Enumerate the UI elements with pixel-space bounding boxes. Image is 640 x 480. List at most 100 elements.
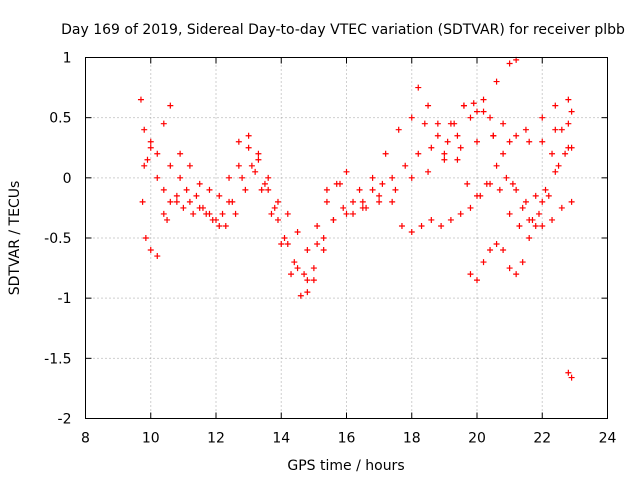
data-point xyxy=(539,198,546,205)
data-point xyxy=(513,271,520,278)
data-point xyxy=(258,186,265,193)
x-tick-label: 12 xyxy=(207,431,225,447)
data-point xyxy=(522,126,529,133)
data-point xyxy=(147,144,154,151)
data-point xyxy=(369,174,376,181)
data-point xyxy=(160,120,167,127)
data-point xyxy=(160,186,167,193)
data-point xyxy=(558,204,565,211)
data-point xyxy=(529,216,536,223)
data-point xyxy=(186,198,193,205)
data-point xyxy=(519,259,526,266)
data-point xyxy=(568,198,575,205)
data-point xyxy=(503,174,510,181)
data-point xyxy=(369,186,376,193)
data-point xyxy=(451,120,458,127)
data-point xyxy=(278,241,285,248)
data-point xyxy=(255,150,262,157)
data-point xyxy=(340,204,347,211)
data-point xyxy=(304,247,311,254)
data-point xyxy=(555,162,562,169)
data-point xyxy=(500,120,507,127)
data-point xyxy=(310,277,317,284)
series-track-4 xyxy=(164,144,572,284)
data-point xyxy=(408,114,415,121)
data-point xyxy=(532,222,539,229)
data-point xyxy=(568,144,575,151)
data-point xyxy=(330,216,337,223)
data-point xyxy=(545,192,552,199)
data-point xyxy=(457,210,464,217)
data-point xyxy=(268,210,275,217)
y-tick-label: -0.5 xyxy=(44,231,71,247)
x-tick-label: 22 xyxy=(533,431,551,447)
data-point xyxy=(301,271,308,278)
data-point xyxy=(519,204,526,211)
data-point xyxy=(281,235,288,241)
data-point xyxy=(447,216,454,223)
data-point xyxy=(428,216,435,223)
data-point xyxy=(425,168,432,175)
data-point xyxy=(265,186,272,193)
data-point xyxy=(487,114,494,121)
data-point xyxy=(457,144,464,151)
data-point xyxy=(226,174,233,181)
data-point xyxy=(496,186,503,193)
data-point xyxy=(379,180,386,187)
chart-title: Day 169 of 2019, Sidereal Day-to-day VTE… xyxy=(61,22,625,38)
data-point xyxy=(516,222,523,229)
data-point xyxy=(226,198,233,205)
data-point xyxy=(493,78,500,85)
data-point xyxy=(141,162,148,169)
y-tick-label: 1 xyxy=(63,51,72,67)
data-point xyxy=(568,108,575,115)
data-point xyxy=(291,259,298,266)
data-point xyxy=(382,150,389,157)
data-point xyxy=(425,102,432,109)
data-point xyxy=(441,156,448,163)
data-point xyxy=(487,247,494,254)
data-point xyxy=(173,192,180,199)
data-point xyxy=(186,162,193,169)
y-tick-labels: -2 -1.5 -1 -0.5 0 0.5 1 xyxy=(44,51,71,428)
data-point xyxy=(147,138,154,145)
data-point xyxy=(164,216,171,223)
data-point xyxy=(418,222,425,229)
data-point xyxy=(532,192,539,199)
data-point xyxy=(248,162,255,169)
data-point xyxy=(565,96,572,103)
data-point xyxy=(242,186,249,193)
data-point xyxy=(245,132,252,139)
data-point xyxy=(444,138,451,145)
data-point xyxy=(203,210,210,217)
data-point xyxy=(213,216,219,223)
data-point xyxy=(542,186,549,193)
data-point xyxy=(252,168,259,175)
data-point xyxy=(474,108,480,115)
data-point xyxy=(294,265,301,272)
series-track-5 xyxy=(415,84,575,205)
data-point xyxy=(284,210,291,217)
data-point xyxy=(500,247,507,254)
data-point xyxy=(376,192,383,199)
data-point xyxy=(333,180,340,187)
y-tick-label: 0.5 xyxy=(49,111,71,127)
data-point xyxy=(288,271,295,278)
x-tick-labels: 8 10 12 14 16 18 20 22 24 xyxy=(81,431,616,447)
data-point xyxy=(460,102,467,109)
data-point xyxy=(558,126,565,133)
data-point xyxy=(190,210,197,217)
data-point xyxy=(183,186,190,193)
data-point xyxy=(464,180,471,187)
data-point xyxy=(343,168,350,175)
data-point xyxy=(141,126,148,133)
series-track-8 xyxy=(565,369,575,381)
data-point xyxy=(506,138,513,145)
data-point xyxy=(160,210,167,217)
data-point xyxy=(526,138,533,145)
series-track-6 xyxy=(451,100,575,229)
x-tick-label: 8 xyxy=(81,431,90,447)
y-axis-label: SDTVAR / TECUs xyxy=(7,181,23,296)
data-point xyxy=(142,235,149,241)
series-track-2 xyxy=(139,56,520,260)
